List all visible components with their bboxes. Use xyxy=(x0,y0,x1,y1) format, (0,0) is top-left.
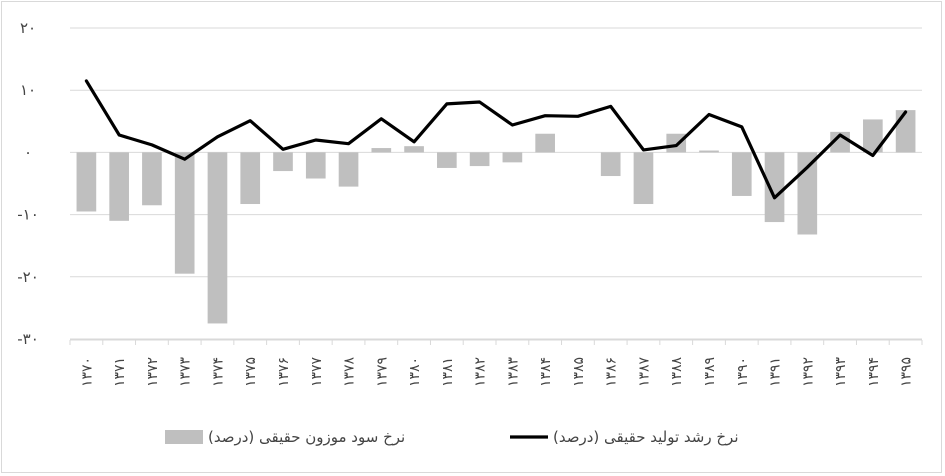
y-tick-label: ۱۰ xyxy=(20,81,36,99)
x-tick-label: ۱۳۷۹ xyxy=(374,357,390,387)
bar xyxy=(338,152,359,187)
bar xyxy=(437,152,457,168)
x-tick-label: ۱۳۸۴ xyxy=(538,357,554,387)
bar xyxy=(76,152,97,212)
x-tick-label: ۱۳۷۶ xyxy=(276,357,292,387)
bar xyxy=(797,152,818,235)
x-tick-label: ۱۳۸۶ xyxy=(604,357,620,387)
x-tick-label: ۱۳۹۵ xyxy=(899,357,915,387)
x-tick-label: ۱۳۹۰ xyxy=(735,357,751,387)
legend-swatch-bar xyxy=(165,430,203,444)
x-tick-label: ۱۳۷۸ xyxy=(342,356,358,387)
x-tick-label: ۱۳۷۲ xyxy=(145,357,161,387)
legend: نرخ سود موزون حقیقی (درصد) نرخ رشد تولید … xyxy=(165,428,739,446)
bar xyxy=(273,152,293,172)
bar-series xyxy=(76,110,916,324)
y-tick-label: ۰ xyxy=(24,143,32,161)
bar xyxy=(863,119,883,153)
bar xyxy=(699,150,719,153)
bar xyxy=(174,152,195,274)
x-tick-label: ۱۳۷۰ xyxy=(79,357,95,387)
x-tick-label: ۱۳۹۱ xyxy=(768,357,784,387)
x-tick-label: ۱۳۹۴ xyxy=(866,357,882,387)
x-tick-label: ۱۳۹۲ xyxy=(800,357,816,387)
legend-label-line: نرخ رشد تولید حقیقی (درصد) xyxy=(553,428,739,446)
gridlines xyxy=(70,27,922,340)
y-axis: ۲۰ ۱۰ ۰ -۱۰ -۲۰ -۳۰ xyxy=(17,19,39,348)
y-tick-label: -۳۰ xyxy=(17,330,39,348)
bar xyxy=(142,152,162,206)
bar xyxy=(535,133,555,153)
x-tick-label: ۱۳۸۱ xyxy=(440,357,456,387)
bar xyxy=(731,152,752,196)
bar xyxy=(240,152,261,205)
x-axis: ۱۳۷۰ ۱۳۷۱ ۱۳۷۲ ۱۳۷۳ ۱۳۷۴ ۱۳۷۵ ۱۳۷۶ ۱۳۷۷ ۱۳۷۸ ۱۳۷۹… xyxy=(69,339,923,387)
y-tick-label: ۲۰ xyxy=(20,19,36,37)
bar xyxy=(305,152,326,179)
x-tick-label: ۱۳۸۰ xyxy=(407,357,423,387)
x-tick-label: ۱۳۷۴ xyxy=(210,357,226,387)
x-tick-label: ۱۳۷۵ xyxy=(243,357,259,387)
bar xyxy=(633,152,654,205)
bar xyxy=(666,133,687,153)
bar xyxy=(469,152,490,167)
x-tick-label: ۱۳۸۵ xyxy=(571,357,587,387)
x-tick-label: ۱۳۹۳ xyxy=(833,356,849,387)
bar xyxy=(502,152,523,163)
x-tick-label: ۱۳۷۷ xyxy=(309,356,325,387)
bar xyxy=(895,110,916,153)
x-tick-label: ۱۳۸۳ xyxy=(505,356,521,387)
bar xyxy=(600,152,621,177)
legend-label-bar: نرخ سود موزون حقیقی (درصد) xyxy=(208,428,405,446)
x-tick-label: ۱۳۷۱ xyxy=(112,357,128,387)
line-series-path xyxy=(84,79,908,200)
bar xyxy=(109,152,129,221)
bar xyxy=(404,146,424,153)
y-tick-label: -۲۰ xyxy=(17,268,39,286)
x-tick-label: ۱۳۸۹ xyxy=(702,357,718,387)
bar xyxy=(764,152,785,223)
bar xyxy=(371,148,392,153)
y-tick-label: -۱۰ xyxy=(17,206,39,224)
line-series xyxy=(84,79,908,200)
x-tick-label: ۱۳۸۷ xyxy=(636,356,652,387)
x-tick-label: ۱۳۸۲ xyxy=(473,357,489,387)
x-tick-label: ۱۳۷۳ xyxy=(178,356,194,387)
bar xyxy=(207,152,228,324)
x-tick-label: ۱۳۸۸ xyxy=(669,356,685,387)
